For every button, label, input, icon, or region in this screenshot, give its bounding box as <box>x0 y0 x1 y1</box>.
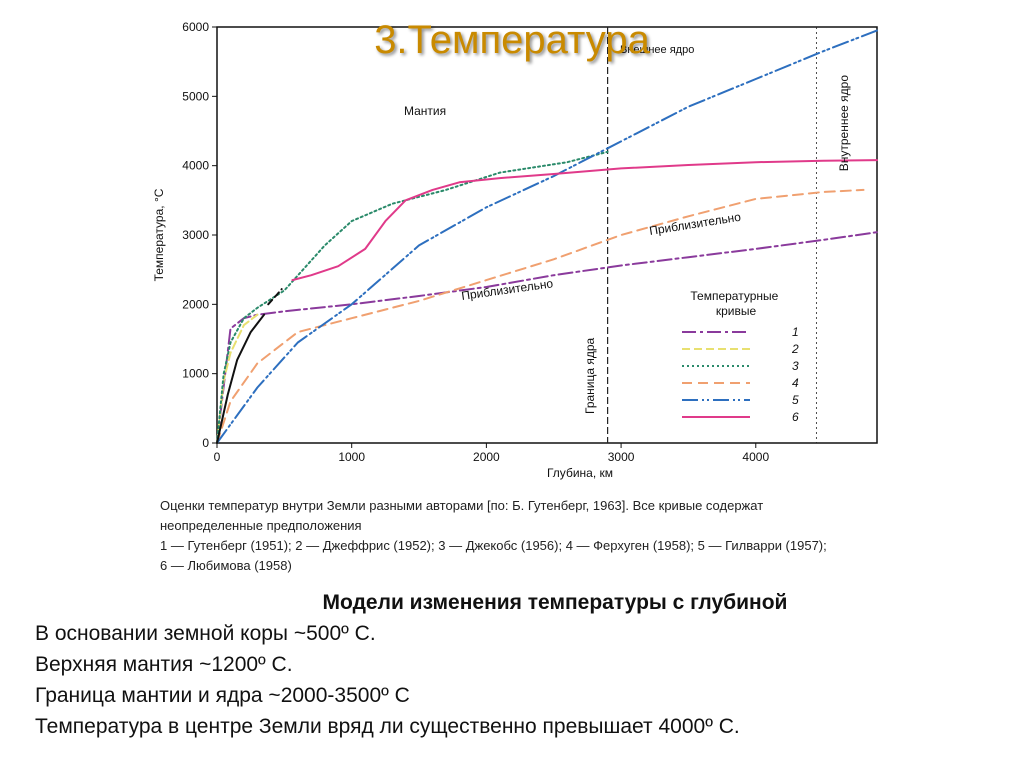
series-line-3 <box>216 150 609 444</box>
caption-line: 1 — Гутенберг (1951); 2 — Джеффрис (1952… <box>160 538 827 553</box>
region-label-mantle: Мантия <box>404 104 446 118</box>
region-label-inner-core: Внутреннее ядро <box>837 75 851 172</box>
region-label-core-boundary: Граница ядра <box>583 337 597 414</box>
legend-title-line-2: кривые <box>716 304 757 318</box>
legend-label-3: 3 <box>792 359 799 373</box>
series-line-unlabeled <box>267 288 283 306</box>
notes-block: Модели изменения температуры с глубиной … <box>35 588 1015 742</box>
x-tick-label: 3000 <box>608 450 635 464</box>
legend-label-1: 1 <box>792 325 799 339</box>
series-line-unlabeled <box>216 313 266 444</box>
series-line-1 <box>216 231 878 444</box>
y-tick-label: 0 <box>202 436 209 450</box>
legend-title-line-1: Температурные <box>690 289 778 303</box>
caption-line: Оценки температур внутри Земли разными а… <box>160 498 764 513</box>
notes-title: Модели изменения температуры с глубиной <box>322 591 788 614</box>
legend-label-2: 2 <box>791 342 799 356</box>
y-axis-label: Температура, °С <box>152 188 166 281</box>
y-tick-label: 3000 <box>182 228 209 242</box>
annotation-approximately-lower: Приблизительно <box>460 276 554 303</box>
temperature-chart: 0 1000 2000 3000 4000 0 1000 2000 3000 4000 5000 60… <box>152 20 878 480</box>
caption-line: неопределенные предположения <box>160 518 362 533</box>
note-line: В основании земной коры ~500º С. <box>35 622 376 645</box>
y-tick-label: 2000 <box>182 297 209 311</box>
plot-frame <box>216 26 878 444</box>
legend-label-5: 5 <box>792 393 799 407</box>
annotation-approximately-upper: Приблизительно <box>648 210 742 238</box>
figure-caption: Оценки температур внутри Земли разными а… <box>160 496 960 576</box>
y-tick-label: 1000 <box>182 367 209 381</box>
x-tick-label: 1000 <box>338 450 365 464</box>
legend-label-4: 4 <box>792 376 799 390</box>
series-line-4 <box>216 188 865 444</box>
note-line: Граница мантии и ядра ~2000-3500º С <box>35 684 410 707</box>
x-axis-label: Глубина, км <box>547 466 613 480</box>
series-line-6 <box>291 159 878 282</box>
y-tick-label: 5000 <box>182 89 209 103</box>
y-tick-label: 6000 <box>182 20 209 34</box>
note-line: Верхняя мантия ~1200º С. <box>35 653 293 676</box>
region-label-outer-core: Внешнее ядро <box>620 44 694 56</box>
caption-line: 6 — Любимова (1958) <box>160 558 292 573</box>
legend-title: Температурные кривые <box>690 289 781 318</box>
legend-label-6: 6 <box>792 410 799 424</box>
x-tick-label: 2000 <box>473 450 500 464</box>
note-line: Температура в центре Земли вряд ли сущес… <box>35 715 740 738</box>
series-line-5 <box>216 29 878 444</box>
x-tick-label: 4000 <box>742 450 769 464</box>
legend: Температурные кривые 1 2 3 4 5 6 <box>682 289 799 424</box>
x-tick-label: 0 <box>214 450 221 464</box>
y-tick-label: 4000 <box>182 159 209 173</box>
slide-title: 3.Температура <box>374 18 650 62</box>
